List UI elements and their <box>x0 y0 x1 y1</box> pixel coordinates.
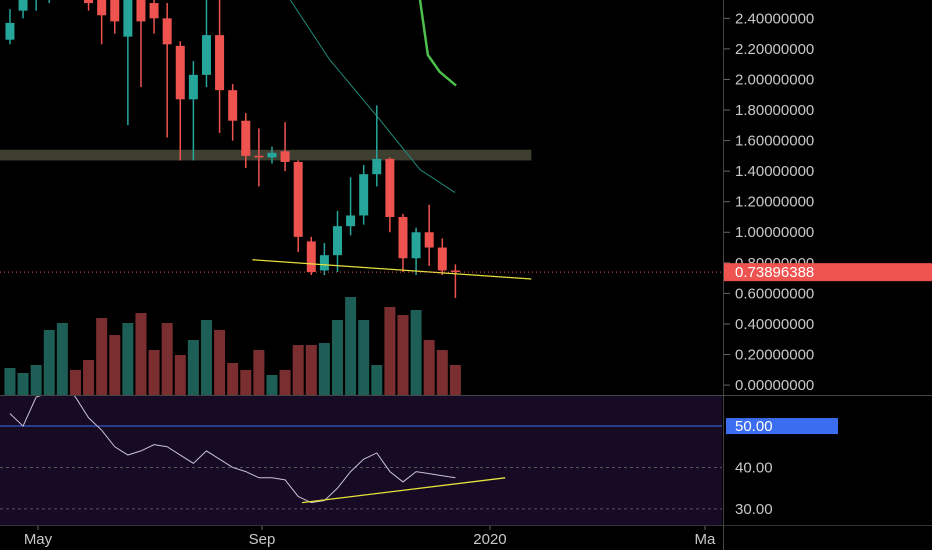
candle-body <box>450 270 460 272</box>
y-tick-label: 2.20000000 <box>735 41 814 58</box>
x-tick-label: May <box>24 531 53 548</box>
axes: 2.40000000 2.20000000 2.00000000 1.80000000… <box>24 10 932 548</box>
resistance-zone <box>0 149 532 161</box>
y-tick-label: 1.80000000 <box>735 102 814 119</box>
volume-bar <box>410 310 422 395</box>
y-tick-label: 0.60000000 <box>735 285 814 302</box>
volume-bar <box>227 363 239 395</box>
candle-body <box>424 232 434 248</box>
candle-body <box>175 45 185 100</box>
volume-bar <box>423 340 435 395</box>
volume-bar <box>187 340 199 395</box>
volume-bar <box>449 365 461 395</box>
volume-bar <box>371 365 383 395</box>
x-tick-label: 2020 <box>473 531 506 548</box>
candle-body <box>385 158 395 217</box>
candle-body <box>84 0 94 4</box>
candle-body <box>280 151 290 162</box>
volume-bar <box>279 370 291 395</box>
candle-body <box>332 226 342 256</box>
rsi-line <box>9 395 456 504</box>
y-tick-label: 1.00000000 <box>735 224 814 241</box>
trendline <box>252 259 532 280</box>
y-tick-label: 0.20000000 <box>735 346 814 363</box>
volume-bar <box>266 375 278 395</box>
volume-bar <box>358 320 370 395</box>
volume-bar <box>253 350 265 395</box>
candle-body <box>162 18 172 45</box>
volume-bar <box>56 323 68 395</box>
volume-bar <box>83 360 95 395</box>
y-tick-label: 1.40000000 <box>735 163 814 180</box>
x-tick-label: Ma <box>695 531 716 548</box>
rsi-level-box <box>726 418 838 435</box>
candle-body <box>346 215 356 227</box>
candle-body <box>110 0 120 22</box>
candle-body <box>267 152 277 158</box>
y-tick-label: 2.00000000 <box>735 71 814 88</box>
volume-bar <box>69 370 81 395</box>
x-tick-label: Sep <box>249 531 276 548</box>
candle-body <box>97 0 107 16</box>
rsi-pane <box>0 396 722 525</box>
volume-bar <box>96 318 108 395</box>
volume-bar <box>292 345 304 395</box>
volume-bar <box>135 313 147 395</box>
volume-bar <box>240 370 252 395</box>
volume-bar <box>109 335 121 395</box>
volume-bar <box>148 350 160 395</box>
candle-body <box>398 216 408 259</box>
volume-bar <box>30 365 42 395</box>
candle-body <box>359 174 369 216</box>
candle-body <box>254 155 264 158</box>
candle-body <box>293 161 303 237</box>
last-price-box <box>724 263 932 282</box>
volume-bar <box>214 330 226 395</box>
candle-body <box>201 35 211 75</box>
candle-body <box>372 158 382 175</box>
rsi-lines <box>0 395 722 510</box>
candle-body <box>319 255 329 271</box>
candle-body <box>5 22 15 40</box>
candle-body <box>188 74 198 100</box>
candle-body <box>437 247 447 271</box>
last-price-label: 0.73896388 <box>735 264 814 281</box>
y-tick-label: 2.40000000 <box>735 10 814 27</box>
volume-bar <box>331 320 343 395</box>
candle-body <box>215 35 225 91</box>
candle-body <box>306 241 316 272</box>
candle-body <box>411 232 421 259</box>
volume-bar <box>17 373 29 395</box>
y-tick-label: 0.00000000 <box>735 377 814 394</box>
y-tick-label: 1.60000000 <box>735 133 814 150</box>
candle-body <box>18 0 28 11</box>
volume-bar <box>161 323 173 395</box>
y-tick-label: 0.40000000 <box>735 316 814 333</box>
volume-bar <box>345 297 357 395</box>
rsi-trendline <box>302 477 506 504</box>
volume-bar <box>122 323 134 395</box>
rsi-tick-label: 50.00 <box>735 418 773 435</box>
volume-bar <box>174 355 186 395</box>
volume-bar <box>305 345 317 395</box>
volume-bar <box>200 320 212 395</box>
volume-bar <box>318 343 330 395</box>
rsi-tick-label: 30.00 <box>735 501 773 518</box>
moving-average <box>289 0 456 193</box>
price-pane <box>0 0 722 395</box>
volume-bar <box>384 307 396 395</box>
candle-body <box>228 90 238 121</box>
candle-body <box>136 0 146 22</box>
candle-body <box>123 0 133 37</box>
moving-average <box>418 0 457 87</box>
volume-bar <box>397 315 409 395</box>
volume-bar <box>436 350 448 395</box>
candle-body <box>241 120 251 156</box>
volume-bar <box>4 368 16 395</box>
y-tick-label: 1.20000000 <box>735 194 814 211</box>
candle-body <box>149 3 159 19</box>
volume-bar <box>43 330 55 395</box>
rsi-tick-label: 40.00 <box>735 459 773 476</box>
